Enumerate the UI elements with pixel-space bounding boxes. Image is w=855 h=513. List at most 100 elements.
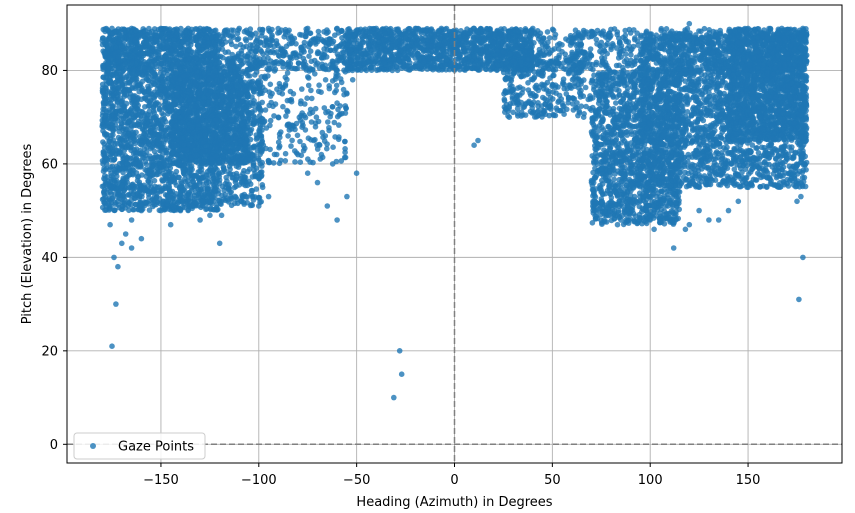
scatter-point [161,89,168,95]
scatter-point [179,180,185,186]
scatter-point [137,138,143,144]
scatter-point [111,207,117,213]
scatter-point [195,203,202,209]
scatter-point [129,85,136,92]
scatter-point [149,189,155,196]
scatter-point [186,141,192,148]
scatter-point [546,35,553,41]
scatter-point [308,87,314,94]
scatter-point [113,150,119,157]
scatter-point [106,138,112,144]
scatter-point [255,194,262,201]
scatter-point [274,86,280,92]
scatter-point [130,75,137,81]
scatter-point [213,60,220,66]
scatter-point [108,97,115,103]
scatter-point [326,85,333,92]
scatter-point [309,109,316,116]
scatter-point [190,178,196,184]
scatter-point [209,106,215,113]
scatter-point [663,26,670,32]
scatter-point [200,193,206,200]
scatter-point [198,83,204,89]
scatter-point [305,82,312,89]
scatter-point [218,141,225,148]
scatter-point [252,72,258,78]
scatter-point [102,176,108,182]
scatter-point [179,135,185,141]
scatter-point [142,27,148,34]
scatter-point [200,106,206,112]
scatter-point [259,99,266,106]
scatter-point [128,182,135,188]
scatter-point [146,88,152,94]
scatter-point [189,124,195,131]
scatter-point [139,72,146,78]
scatter-point [218,201,224,207]
scatter-point [301,112,308,119]
scatter-point [288,98,295,105]
scatter-point [321,46,327,52]
scatter-point [270,103,276,110]
scatter-point [125,199,131,205]
scatter-point [118,99,125,106]
scatter-point [276,143,283,149]
scatter-point [192,103,199,109]
scatter-point [128,123,135,129]
scatter-point [266,89,273,95]
scatter-point [100,99,107,106]
scatter-point [160,112,167,118]
scatter-point [223,195,230,201]
scatter-point [305,74,311,80]
scatter-point [278,129,284,135]
scatter-point [240,115,247,121]
scatter-point [276,80,283,87]
scatter-point [159,178,166,184]
scatter-point [127,110,134,117]
scatter-point [197,132,203,139]
scatter-point [188,92,194,98]
scatter-point [222,49,229,56]
scatter-point [104,156,110,162]
scatter-point [188,157,194,164]
scatter-point [219,133,225,140]
scatter-point [172,100,179,106]
scatter-point [103,81,110,88]
scatter-point [127,80,133,86]
scatter-point [342,138,348,145]
scatter-point [156,196,163,202]
scatter-point [145,115,151,122]
scatter-point [232,80,239,86]
scatter-point [156,106,163,113]
scatter-point [249,109,255,115]
scatter-point [106,143,113,150]
scatter-point [169,86,176,93]
scatter-point [177,160,183,166]
scatter-point [155,132,161,138]
scatter-point [173,142,180,149]
scatter-point [191,172,198,179]
scatter-point [111,178,118,185]
scatter-point [151,148,158,155]
scatter-point [148,55,154,62]
scatter-point [242,140,249,147]
scatter-point [113,89,120,96]
scatter-point [267,122,273,129]
scatter-point [238,98,245,105]
scatter-point [149,45,156,52]
scatter-point [164,124,171,131]
scatter-point [177,122,183,129]
scatter-point [213,153,219,159]
scatter-point [294,132,301,139]
scatter-point [315,118,322,125]
scatter-point [297,159,304,165]
scatter-point [244,194,250,200]
scatter-point [142,104,148,110]
scatter-point [139,185,146,191]
scatter-point [336,134,342,140]
scatter-point [324,141,330,147]
scatter-point [338,79,345,86]
scatter-point [151,70,158,77]
scatter-point [201,69,208,76]
scatter-point [167,179,174,185]
